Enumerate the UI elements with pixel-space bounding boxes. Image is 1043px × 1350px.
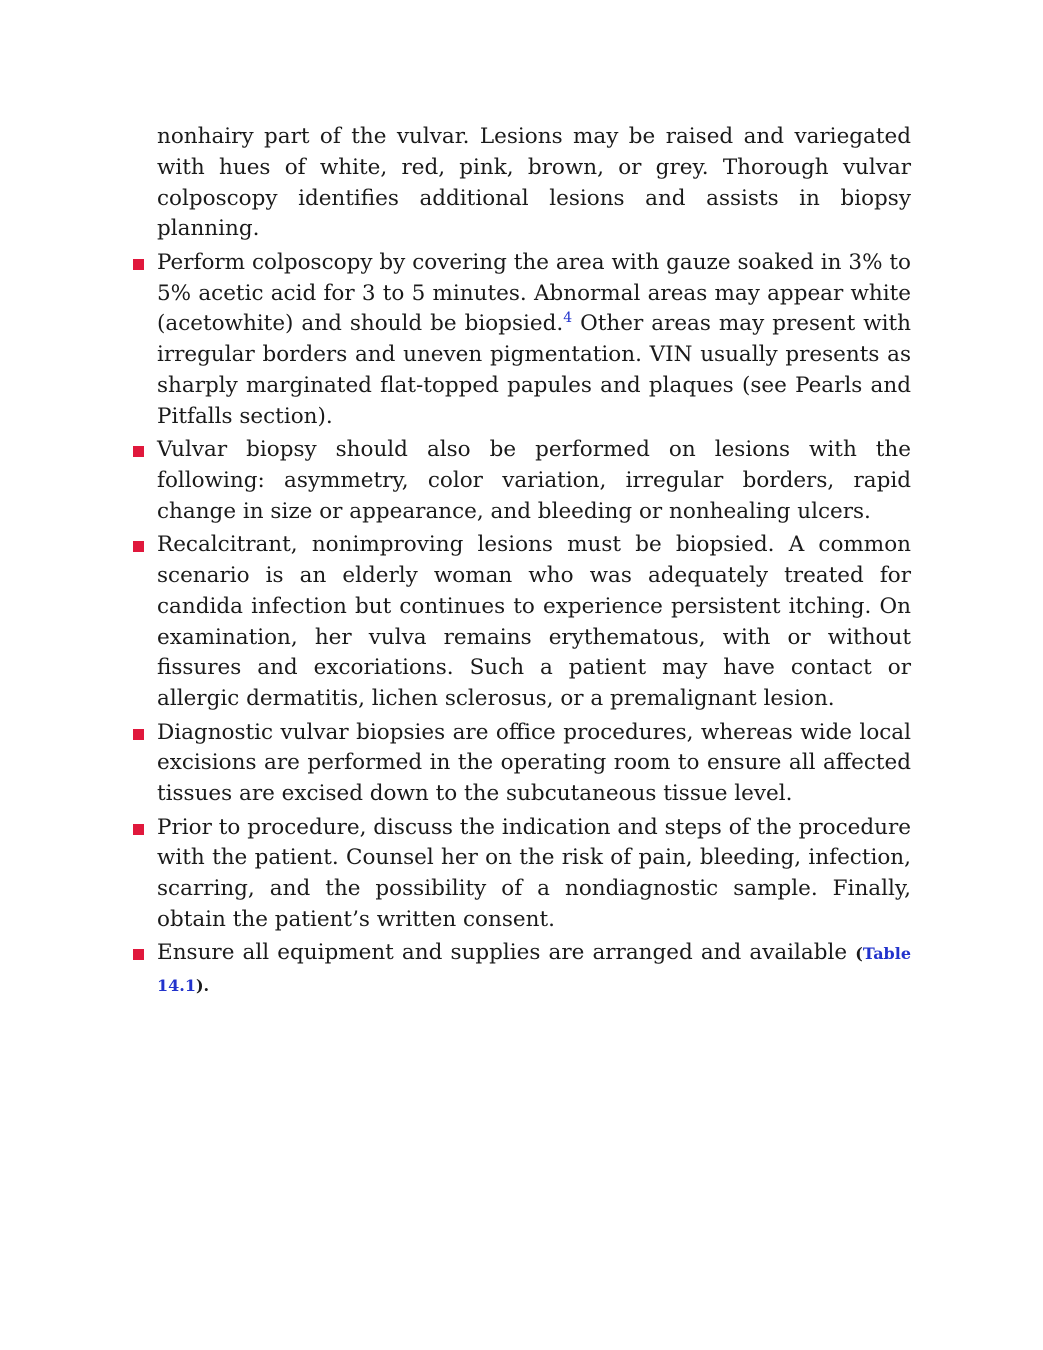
bullet-marker <box>133 541 144 553</box>
bullet-marker <box>133 728 144 740</box>
bullet-item: Perform colposcopy by covering the area … <box>133 248 911 433</box>
bullet-marker <box>133 446 144 458</box>
bullet-marker <box>133 823 144 835</box>
text: Diagnostic vulvar biopsies are office pr… <box>157 719 911 807</box>
text: Other areas may present with irregular b… <box>157 311 911 429</box>
reference: 4 <box>563 310 573 327</box>
paragraph: nonhairy part of the vulvar. Lesions may… <box>157 124 911 242</box>
bullet-item: Prior to procedure, discuss the indicati… <box>133 813 911 936</box>
bullet-item: Diagnostic vulvar biopsies are office pr… <box>133 718 911 810</box>
parenthesis: ). <box>195 976 210 996</box>
text: Prior to procedure, discuss the indicati… <box>157 814 911 932</box>
bullet-item: Ensure all equipment and supplies are ar… <box>133 938 911 1002</box>
bullet-item: Recalcitrant, nonimproving lesions must … <box>133 530 911 715</box>
bullet-item: Vulvar biopsy should also be performed o… <box>133 435 911 527</box>
parenthesis: ( <box>855 944 863 964</box>
text: Perform colposcopy by covering the area … <box>157 249 911 337</box>
text: Ensure all equipment and supplies are ar… <box>157 940 856 966</box>
text-column: nonhairy part of the vulvar. Lesions may… <box>133 122 911 1002</box>
bullet-marker <box>133 949 144 961</box>
text: Vulvar biopsy should also be performed o… <box>157 437 911 524</box>
table-link[interactable]: Table 14.1 <box>157 944 911 996</box>
text: Recalcitrant, nonimproving lesions must … <box>157 532 911 712</box>
bullet-marker <box>133 258 144 270</box>
